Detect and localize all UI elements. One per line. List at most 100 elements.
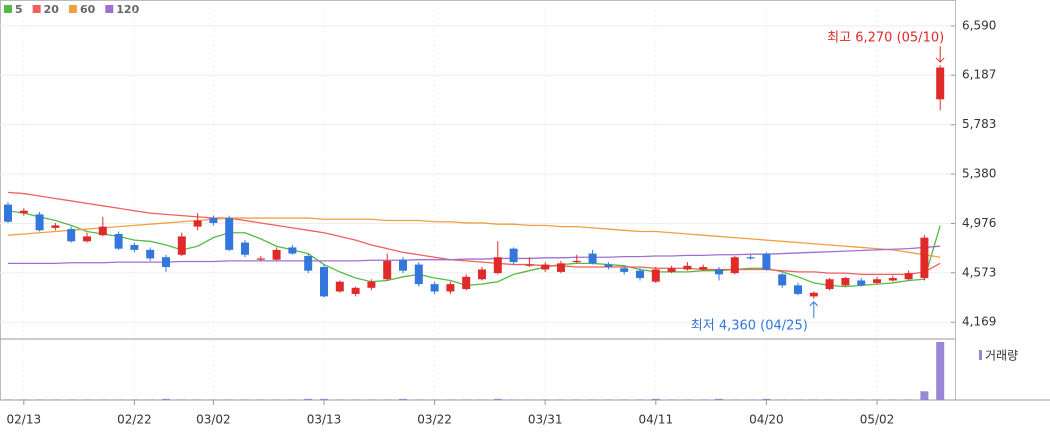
volume-bar (399, 398, 407, 400)
volume-bar (288, 399, 297, 400)
x-tick-label: 03/22 (417, 413, 452, 427)
volume-bar (857, 399, 866, 400)
volume-bar (209, 399, 218, 400)
candle-body (114, 233, 123, 249)
volume-bar (715, 398, 723, 400)
candle-body (541, 264, 550, 270)
candle-body (809, 292, 818, 297)
volume-bar (525, 399, 534, 400)
candle-body (525, 264, 534, 266)
annotation-arrowhead (809, 301, 819, 307)
legend-label: 5 (15, 3, 23, 16)
candle-body (4, 204, 12, 222)
candle-body (778, 274, 787, 286)
y-tick-label: 4,976 (962, 216, 996, 230)
candle-body (51, 225, 60, 228)
legend-swatch (68, 5, 77, 13)
candle-body (794, 285, 802, 294)
volume-bar (67, 399, 76, 400)
volume-bar (572, 399, 581, 400)
volume-bar (936, 342, 945, 400)
volume-bar (730, 399, 739, 400)
x-tick-label: 02/13 (7, 413, 42, 427)
candle-body (162, 257, 170, 268)
y-tick-label: 6,590 (962, 18, 996, 32)
volume-bar (588, 399, 597, 400)
candle-body (399, 259, 407, 271)
volume-bar (509, 399, 518, 400)
candle-body (699, 267, 708, 270)
y-tick-label: 4,573 (962, 265, 996, 279)
volume-bar (130, 399, 139, 400)
candle-body (841, 278, 850, 286)
candle-body (177, 236, 186, 255)
candle-body (588, 253, 597, 264)
volume-bar (746, 399, 755, 400)
ma-line (7, 217, 941, 258)
volume-bar (920, 391, 929, 400)
candle-body (873, 279, 881, 283)
volume-bar (83, 399, 91, 400)
candle-body (557, 263, 565, 272)
candle-body (730, 257, 739, 274)
candle-body (98, 226, 107, 236)
volume-bar (367, 399, 376, 400)
legend: 5 20 60 120 (4, 3, 140, 16)
candle-body (146, 249, 155, 259)
legend-swatch (4, 5, 12, 13)
candle-body (256, 258, 265, 260)
volume-bar (762, 398, 771, 400)
volume-bar (446, 399, 455, 400)
volume-bar (351, 399, 360, 400)
volume-bar (98, 399, 107, 400)
plot-frame (0, 0, 956, 401)
x-tick-label: 03/31 (528, 413, 563, 427)
candle-body (446, 284, 455, 292)
legend-swatch (105, 5, 114, 13)
volume-bar (225, 399, 234, 400)
volume-bar (873, 399, 881, 400)
ma-line (7, 210, 941, 288)
volume-bar (699, 399, 708, 400)
candle-body (683, 265, 692, 270)
volume-bar (162, 398, 170, 400)
candle-body (509, 248, 518, 263)
y-tick-label: 4,169 (962, 315, 996, 329)
annotation-arrowhead (935, 57, 945, 63)
volume-bar (636, 399, 644, 400)
candle-body (209, 218, 218, 223)
volume-bar (493, 398, 502, 400)
candle-body (272, 249, 281, 260)
volume-bar (557, 399, 565, 400)
volume-bar (620, 399, 629, 400)
y-tick-label: 6,187 (962, 68, 996, 82)
candle-body (936, 67, 945, 100)
x-tick-label: 02/22 (117, 413, 152, 427)
candle-body (83, 236, 91, 242)
volume-bar (256, 399, 265, 400)
candle-body (304, 256, 313, 271)
annotation-label: 최고 6,270 (05/10) (827, 31, 944, 46)
volume-bar (177, 399, 186, 400)
volume-bar (241, 399, 249, 400)
volume-bar (541, 399, 550, 400)
volume-bar (825, 399, 834, 400)
candle-body (430, 284, 439, 292)
legend-swatch (32, 5, 41, 13)
candle-body (367, 281, 376, 288)
x-tick-label: 05/02 (860, 413, 895, 427)
volume-bar (414, 399, 423, 400)
candle-body (335, 281, 344, 292)
candle-body (620, 268, 629, 272)
candle-body (35, 214, 44, 231)
legend-label: 60 (80, 3, 96, 16)
volume-bar (888, 399, 897, 400)
volume-bar (683, 399, 692, 400)
volume-bar (778, 399, 787, 400)
volume-bar (794, 399, 802, 400)
candle-body (414, 264, 423, 285)
volume-bar (4, 399, 12, 400)
candle-body (572, 260, 581, 263)
volume-bar (904, 399, 913, 400)
